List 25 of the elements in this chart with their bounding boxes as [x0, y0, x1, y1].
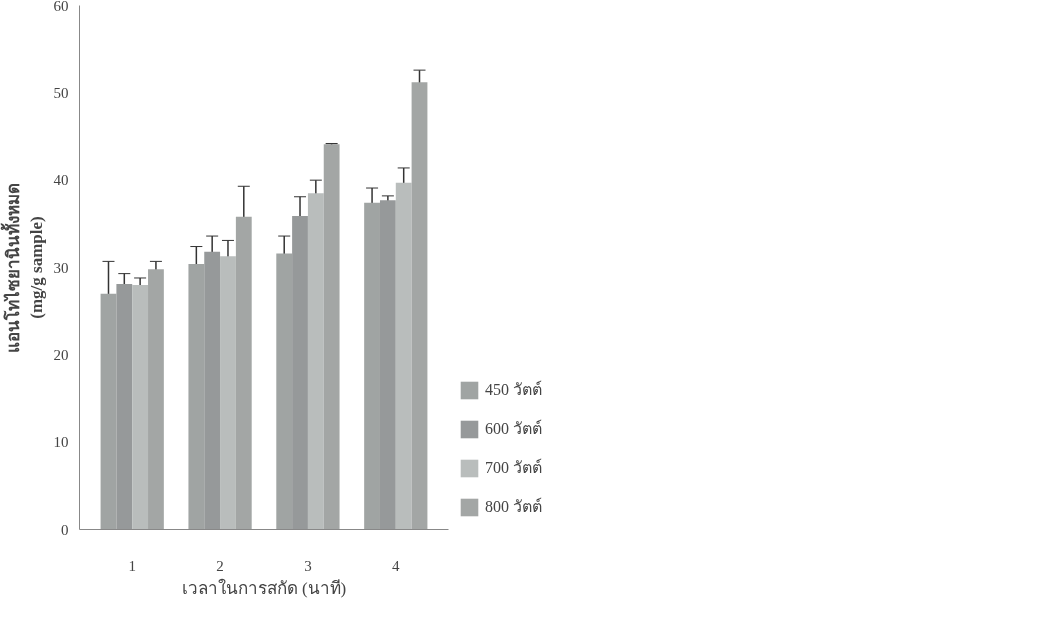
y-tick-label: 40 — [53, 172, 69, 189]
x-tick-label: 1 — [128, 557, 136, 574]
legend-label: 450 วัตต์ — [485, 379, 542, 400]
bar — [323, 144, 340, 530]
bar — [411, 82, 428, 530]
bar — [307, 193, 324, 530]
x-tick-label: 4 — [392, 557, 401, 574]
bar — [132, 284, 149, 530]
y-axis-title: แอนโทไซยานินทั้งหมด (mg/g sample) — [0, 182, 46, 353]
bar — [395, 182, 412, 530]
legend-label: 700 วัตต์ — [485, 457, 542, 478]
bar — [235, 216, 252, 530]
y-tick-label: 0 — [61, 521, 69, 538]
bar — [148, 269, 164, 530]
x-tick-label: 2 — [216, 557, 224, 574]
x-axis-title: เวลาในการสกัด (นาที) — [181, 577, 347, 598]
legend-label: 800 วัตต์ — [485, 496, 542, 517]
legend-label: 600 วัตต์ — [485, 418, 542, 439]
bar — [220, 256, 236, 530]
y-tick-label: 60 — [53, 0, 69, 14]
y-tick-label: 50 — [53, 84, 69, 101]
y-tick-label: 10 — [53, 434, 69, 451]
x-tick-label: 3 — [304, 557, 312, 574]
y-tick-label: 20 — [53, 346, 69, 363]
y-tick-label: 30 — [53, 259, 69, 276]
